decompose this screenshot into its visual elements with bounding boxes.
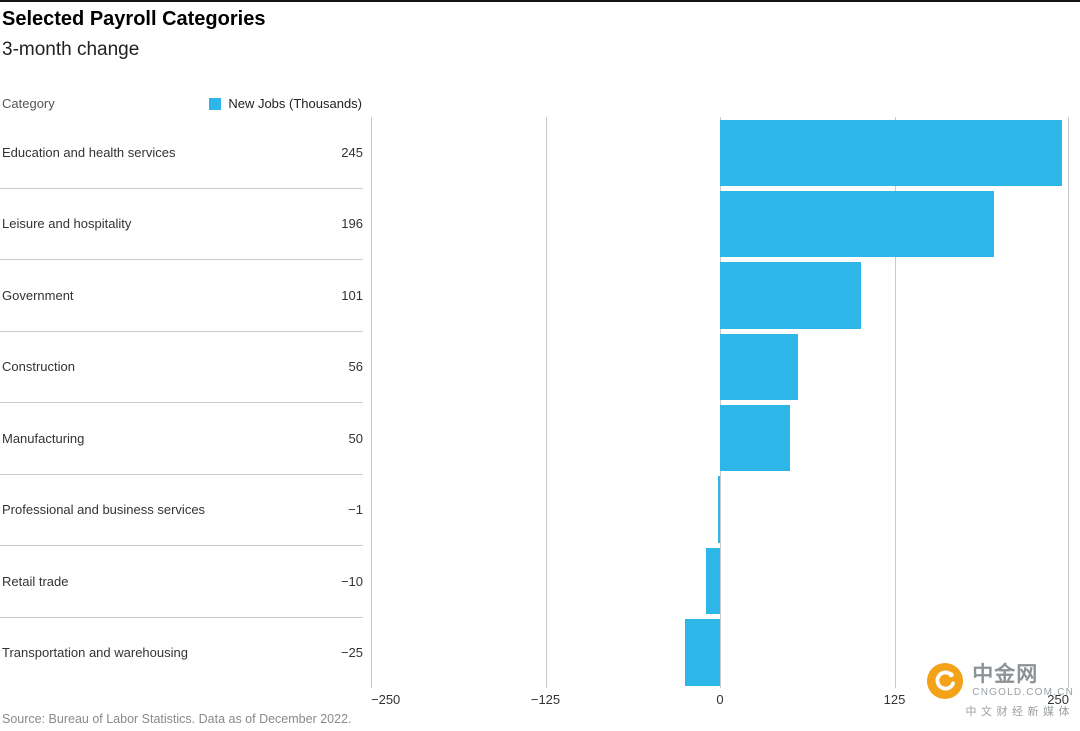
table-row: Education and health services 245 [0,117,363,189]
bar [717,476,720,543]
category-value: −10 [340,573,363,589]
category-label: Retail trade [2,573,69,589]
bar [706,547,720,615]
category-value: 50 [348,430,363,446]
x-tick-label: 125 [883,692,906,707]
table-row: Retail trade −10 [0,546,363,618]
bar [720,405,790,472]
watermark-domain: CNGOLD.COM.CN [972,687,1074,699]
category-label: Education and health services [2,144,176,160]
category-value: 196 [341,216,363,232]
page-title: Selected Payroll Categories [2,8,266,30]
watermark-top: 中金网 CNGOLD.COM.CN [926,662,1074,700]
page-subtitle: 3-month change [2,39,140,60]
category-value: 56 [348,359,363,375]
gridline [1068,117,1069,688]
watermark-names: 中金网 CNGOLD.COM.CN [972,663,1074,699]
table-row: Transportation and warehousing −25 [0,618,363,689]
gridline [545,117,547,688]
category-value: 101 [341,287,363,303]
table-row: Manufacturing 50 [0,403,363,475]
category-label: Construction [2,359,75,375]
bar [720,262,861,329]
plot-area [371,117,1069,688]
category-label: Professional and business services [2,502,206,518]
watermark-brand-name: 中金网 [972,663,1039,687]
table-row: Construction 56 [0,332,363,403]
category-value: −1 [348,502,363,518]
table-row: Government 101 [0,260,363,332]
x-tick-label: 250 [1047,692,1069,707]
gridline [894,117,896,688]
x-tick-label: 0 [716,692,724,707]
bar [685,619,720,686]
legend: New Jobs (Thousands) [209,96,362,111]
category-value: −25 [340,645,363,661]
bar [720,333,799,400]
bar [720,190,994,258]
category-label: Transportation and warehousing [2,645,188,661]
legend-swatch-icon [209,97,222,110]
table-row: Professional and business services −1 [0,475,363,546]
bar [720,119,1063,186]
watermark-tagline: 中文财经新媒体 [965,706,1074,718]
legend-label: New Jobs (Thousands) [228,96,362,111]
x-tick-label: −125 [530,692,561,707]
category-value: 245 [341,144,363,160]
table-header: Category New Jobs (Thousands) [2,96,362,111]
gridline [720,117,721,688]
cngold-logo-icon [927,662,964,700]
category-rows: Education and health services 245 Leisure … [0,117,363,688]
watermark: 中金网 CNGOLD.COM.CN 中文财经新媒体 [926,662,1074,719]
source-note: Source: Bureau of Labor Statistics. Data… [2,712,352,726]
table-row: Leisure and hospitality 196 [0,189,363,260]
gridline [371,117,372,688]
category-column-header: Category [2,96,55,111]
x-axis: −250 −125 0 125 250 [371,692,1069,708]
x-tick-label: −250 [371,692,401,707]
category-label: Leisure and hospitality [2,216,132,232]
category-label: Manufacturing [2,430,85,446]
category-label: Government [2,287,74,303]
